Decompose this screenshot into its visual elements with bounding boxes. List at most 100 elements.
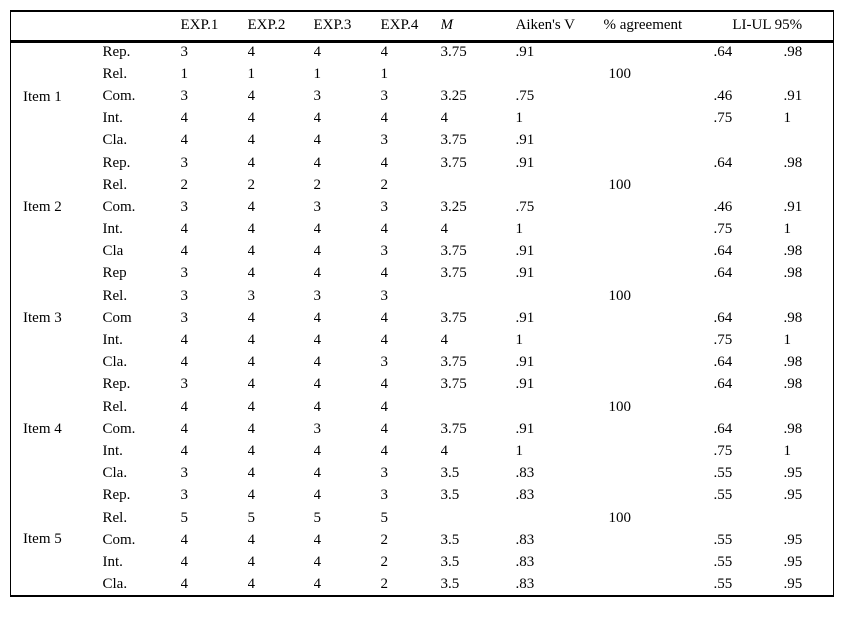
- expert-validity-table: EXP.1 EXP.2 EXP.3 EXP.4 M Aiken's V % ag…: [10, 10, 834, 597]
- item-label: Item 3: [23, 309, 62, 326]
- exp4-score: 4: [380, 110, 389, 127]
- aikens-v-value: 1: [515, 442, 524, 459]
- table-row: Com. 4 4 3 4 3.75 .91 .64 .98: [11, 418, 834, 440]
- aikens-v-value: [516, 285, 604, 307]
- item-label: Item 5: [23, 531, 62, 548]
- exp2-score: 4: [247, 531, 256, 548]
- agreement-value: [604, 418, 714, 440]
- mean-value: 3.25: [440, 87, 467, 104]
- criterion-label: Int.: [102, 221, 123, 238]
- criterion-label: Com.: [102, 420, 136, 437]
- ci-upper-value: .95: [783, 465, 803, 482]
- aikens-v-value: .91: [515, 132, 535, 149]
- ci-lower-value: .46: [713, 198, 733, 215]
- exp3-score: 4: [313, 44, 322, 61]
- ci-upper-value: 1: [783, 332, 792, 349]
- table-row: Item 2 Rep. 3 4 4 4 3.75.91.64.98: [11, 152, 834, 215]
- ci-lower-value: .64: [713, 154, 733, 171]
- exp4-score: 4: [380, 44, 389, 61]
- mean-value: [441, 396, 516, 418]
- criterion-label: Rep: [102, 265, 127, 282]
- exp2-score: 4: [247, 465, 256, 482]
- header-row: EXP.1 EXP.2 EXP.3 EXP.4 M Aiken's V % ag…: [10, 11, 834, 41]
- criterion-label: Rel.: [102, 398, 128, 415]
- aikens-v-value: 1: [515, 110, 524, 127]
- exp1-score: 3: [180, 154, 189, 171]
- exp1-score: 3: [180, 465, 189, 482]
- table-row: Rel. 3 3 3 3 100: [11, 285, 834, 307]
- header-criterion-spacer: [103, 11, 181, 41]
- aikens-v-value: .83: [515, 487, 535, 504]
- header-exp3: EXP.3: [313, 17, 352, 34]
- agreement-value: [604, 241, 714, 263]
- exp4-score: 3: [380, 198, 389, 215]
- exp3-score: 2: [313, 176, 322, 193]
- agreement-value: 100: [608, 287, 632, 304]
- ci-lower-value: .75: [713, 332, 733, 349]
- ci-upper-value: .98: [783, 376, 803, 393]
- table-header: EXP.1 EXP.2 EXP.3 EXP.4 M Aiken's V % ag…: [10, 11, 834, 41]
- table-row: Cla 4 4 4 3 3.75 .91 .64 .98: [11, 241, 834, 263]
- exp3-score: 4: [313, 221, 322, 238]
- ci-upper-value: .98: [783, 354, 803, 371]
- table-row: Item 1 Rep. 3 4 4 4 3.75.91.64.98: [11, 41, 834, 104]
- agreement-value: [604, 41, 714, 63]
- mean-value: 3.5: [440, 531, 460, 548]
- criterion-label: Rel.: [102, 65, 128, 82]
- mean-value: 3.5: [440, 575, 460, 592]
- ci-upper-value: .98: [783, 265, 803, 282]
- mean-value: [441, 285, 516, 307]
- aikens-v-value: .75: [515, 87, 535, 104]
- table-row: Item 5 Rep. 3 4 4 3 3.5 .83 .55 .95: [11, 485, 834, 547]
- ci-upper-value: [784, 130, 834, 152]
- mean-value: 3.75: [440, 44, 467, 61]
- mean-value: [441, 174, 516, 196]
- criterion-label: Cla.: [102, 465, 128, 482]
- ci-lower-value: .46: [713, 87, 733, 104]
- agreement-value: 100: [608, 398, 632, 415]
- ci-upper-value: [784, 507, 834, 529]
- exp1-score: 4: [180, 221, 189, 238]
- mean-value: 3.75: [440, 243, 467, 260]
- agreement-value: [604, 485, 714, 507]
- aikens-v-value: 1: [515, 332, 524, 349]
- exp2-score: 1: [247, 65, 256, 82]
- mean-value: 3.75: [440, 420, 467, 437]
- agreement-value: [604, 85, 714, 107]
- table-row: Rel. 4 4 4 4 100: [11, 396, 834, 418]
- exp3-score: 4: [313, 332, 322, 349]
- exp4-score: 3: [380, 287, 389, 304]
- agreement-value: [604, 374, 714, 396]
- exp3-score: 4: [313, 442, 322, 459]
- exp4-score: 2: [380, 531, 389, 548]
- mean-value: [441, 63, 516, 85]
- criterion-label: Cla: [102, 243, 124, 260]
- table-row: Int. 4 4 4 2 3.5 .83 .55 .95: [11, 551, 834, 573]
- exp1-score: 4: [180, 132, 189, 149]
- exp2-score: 4: [247, 198, 256, 215]
- exp1-score: 4: [180, 398, 189, 415]
- header-exp2: EXP.2: [247, 17, 286, 34]
- aikens-v-value: .83: [515, 553, 535, 570]
- ci-upper-value: .95: [783, 531, 803, 548]
- mean-value: 4: [440, 442, 449, 459]
- exp3-score: 4: [313, 132, 322, 149]
- aikens-v-value: .91: [515, 420, 535, 437]
- exp4-score: 2: [380, 553, 389, 570]
- agreement-value: 100: [608, 65, 632, 82]
- exp3-score: 1: [313, 65, 322, 82]
- mean-value: [441, 507, 516, 529]
- agreement-value: [604, 440, 714, 462]
- table-row: Item 4 Rep. 3 4 4 4 3.75 .91 .64 .98: [11, 374, 834, 436]
- exp4-score: 4: [380, 398, 389, 415]
- criterion-label: Int.: [102, 332, 123, 349]
- mean-value: 3.75: [440, 309, 467, 326]
- exp2-score: 4: [247, 132, 256, 149]
- exp2-score: 4: [247, 354, 256, 371]
- exp3-score: 3: [313, 420, 322, 437]
- exp2-score: 4: [247, 420, 256, 437]
- criterion-label: Rep.: [102, 376, 131, 393]
- exp4-score: 4: [380, 154, 389, 171]
- item-label: Item 4: [23, 420, 62, 437]
- exp2-score: 4: [247, 87, 256, 104]
